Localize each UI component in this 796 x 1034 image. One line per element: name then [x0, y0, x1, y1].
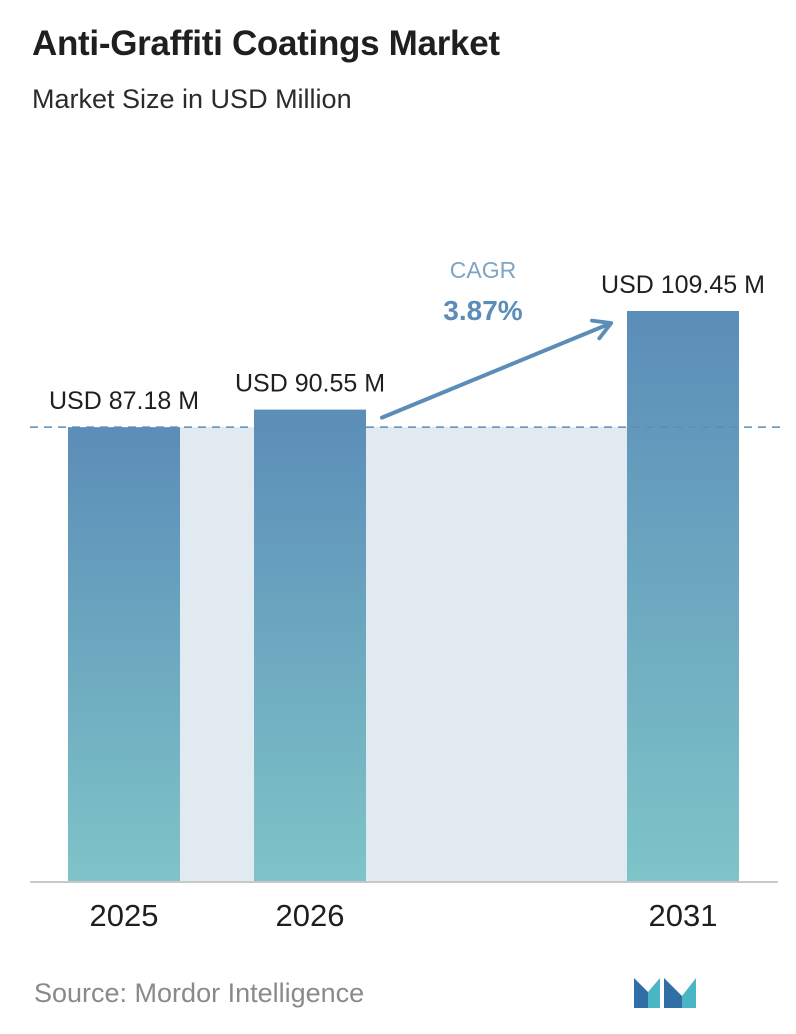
value-label-2026: USD 90.55 M	[235, 370, 385, 398]
bar-chart: USD 87.18 M 2025 USD 90.55 M 2026 USD 109.45…	[30, 257, 782, 933]
bar-2025	[68, 427, 180, 882]
x-tick-label-2026: 2026	[276, 898, 345, 933]
bar-2031	[627, 311, 739, 882]
bar-2026	[254, 409, 366, 882]
cagr-arrow	[380, 318, 614, 420]
mordor-intelligence-logo-icon	[634, 978, 696, 1008]
cagr-value: 3.87%	[443, 295, 522, 326]
x-tick-label-2025: 2025	[90, 898, 159, 933]
x-tick-label-2031: 2031	[649, 898, 718, 933]
value-label-2031: USD 109.45 M	[601, 271, 765, 299]
value-label-2025: USD 87.18 M	[49, 387, 199, 415]
cagr-label: CAGR	[450, 257, 516, 283]
source-note: Source: Mordor Intelligence	[34, 978, 365, 1008]
chart-subtitle: Market Size in USD Million	[32, 84, 352, 114]
chart-title: Anti-Graffiti Coatings Market	[32, 24, 500, 63]
